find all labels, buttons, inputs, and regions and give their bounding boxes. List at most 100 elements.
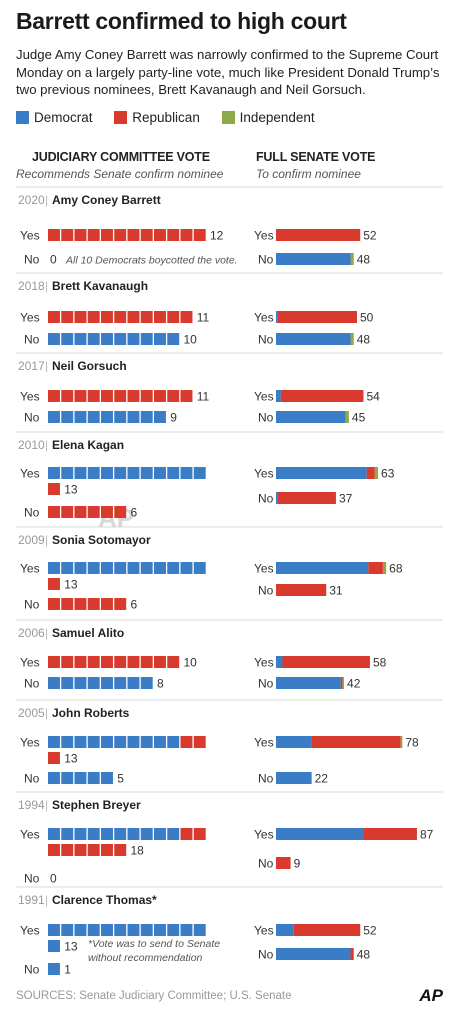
elena-kagan-committee-yes-block <box>61 467 74 479</box>
sonia-sotomayor-committee-yes-block <box>61 562 74 574</box>
senate-no-label: No <box>258 411 274 425</box>
clarence-thomas-committee-yes-block <box>180 924 193 936</box>
stephen-breyer-senate-yes-value: 87 <box>420 828 434 842</box>
neil-gorsuch-committee-yes-value: 11 <box>197 390 210 404</box>
amy-coney-barrett-senate-no-value: 48 <box>357 253 371 267</box>
legend-item-independent: Independent <box>221 110 315 125</box>
sonia-sotomayor-committee-no-value: 6 <box>131 598 138 612</box>
brett-kavanaugh-committee-no-block <box>61 333 74 345</box>
sonia-sotomayor-year: 2009 <box>18 533 45 547</box>
senate-yes-label: Yes <box>254 656 274 670</box>
committee-no-label: No <box>24 677 40 691</box>
neil-gorsuch-senate-no-i-bar <box>345 411 349 423</box>
legend-label-democrat: Democrat <box>34 110 93 125</box>
samuel-alito-committee-no-block <box>127 677 140 689</box>
brett-kavanaugh-senate-no-d-bar <box>276 333 351 345</box>
senate-no-label: No <box>258 948 274 962</box>
john-roberts-committee-yes-block <box>87 736 100 748</box>
clarence-thomas-note-cont: without recommendation <box>88 952 203 964</box>
brett-kavanaugh-committee-yes-block <box>48 311 60 323</box>
john-roberts-committee-yes-block <box>61 736 74 748</box>
brett-kavanaugh-senate-yes-value: 50 <box>360 311 374 325</box>
committee-yes-label: Yes <box>20 924 40 938</box>
john-roberts-committee-no-value: 5 <box>117 772 124 786</box>
elena-kagan-committee-yes-block <box>74 467 87 479</box>
clarence-thomas-committee-yes-block <box>101 924 113 936</box>
stephen-breyer-committee-yes-block <box>74 828 87 840</box>
amy-coney-barrett-name: Amy Coney Barrett <box>52 193 161 207</box>
john-roberts-committee-yes-block <box>48 736 60 748</box>
amy-coney-barrett-committee-yes-block <box>114 229 127 241</box>
neil-gorsuch-committee-no-block <box>101 411 113 423</box>
clarence-thomas-committee-yes-block <box>167 924 180 936</box>
sonia-sotomayor-committee-yes-block <box>48 562 60 574</box>
year-separator: | <box>45 193 48 207</box>
clarence-thomas-committee-yes-block <box>140 924 153 936</box>
sonia-sotomayor-committee-no-block <box>114 598 127 610</box>
samuel-alito-senate-yes-value: 58 <box>373 656 387 670</box>
brett-kavanaugh-committee-no-block <box>87 333 100 345</box>
clarence-thomas-senate-yes-r-bar <box>293 924 361 936</box>
amy-coney-barrett-senate-yes-r-bar <box>276 229 361 241</box>
elena-kagan-committee-yes-block <box>180 467 193 479</box>
amy-coney-barrett-committee-yes-value: 12 <box>210 229 224 243</box>
neil-gorsuch-committee-no-block <box>48 411 60 423</box>
sonia-sotomayor-senate-yes-i-bar <box>382 562 387 574</box>
year-separator: | <box>45 279 48 293</box>
sonia-sotomayor-committee-no-block <box>87 598 100 610</box>
brett-kavanaugh-committee-yes-block <box>61 311 74 323</box>
samuel-alito-committee-yes-block <box>114 656 127 668</box>
sonia-sotomayor-committee-yes-block <box>74 562 87 574</box>
year-separator: | <box>45 706 48 720</box>
clarence-thomas-committee-yes-block <box>114 924 127 936</box>
clarence-thomas-committee-yes-block <box>48 940 60 952</box>
neil-gorsuch-senate-no-d-bar <box>276 411 346 423</box>
sonia-sotomayor-senate-yes-value: 68 <box>389 562 403 576</box>
stephen-breyer-committee-yes-block <box>101 828 113 840</box>
committee-yes-label: Yes <box>20 390 40 404</box>
elena-kagan-committee-no-block <box>87 506 100 518</box>
sonia-sotomayor-committee-yes-value: 13 <box>64 578 78 592</box>
john-roberts-committee-yes-block <box>193 736 206 748</box>
elena-kagan-committee-yes-block <box>114 467 127 479</box>
samuel-alito-senate-no-value: 42 <box>347 677 361 691</box>
brett-kavanaugh-name: Brett Kavanaugh <box>52 279 148 293</box>
brett-kavanaugh-committee-no-block <box>154 333 166 345</box>
stephen-breyer-committee-yes-block <box>140 828 153 840</box>
year-separator: | <box>45 533 48 547</box>
clarence-thomas-senate-no-d-bar <box>276 948 351 960</box>
stephen-breyer-committee-yes-block <box>154 828 166 840</box>
sonia-sotomayor-committee-yes-block <box>180 562 193 574</box>
senate-no-label: No <box>258 772 274 786</box>
brett-kavanaugh-year: 2018 <box>18 279 45 293</box>
samuel-alito-committee-no-block <box>101 677 113 689</box>
samuel-alito-committee-yes-block <box>87 656 100 668</box>
samuel-alito-committee-yes-block <box>101 656 113 668</box>
samuel-alito-senate-no-i-bar <box>342 677 345 689</box>
neil-gorsuch-committee-yes-block <box>127 390 140 402</box>
elena-kagan-senate-yes-i-bar <box>374 467 379 479</box>
stephen-breyer-committee-yes-block <box>87 828 100 840</box>
elena-kagan-senate-yes-value: 63 <box>381 467 395 481</box>
neil-gorsuch-committee-yes-block <box>101 390 113 402</box>
clarence-thomas-committee-yes-block <box>48 924 60 936</box>
john-roberts-senate-yes-r-bar <box>311 736 401 748</box>
neil-gorsuch-committee-no-block <box>154 411 166 423</box>
samuel-alito-senate-yes-d-bar <box>276 656 283 668</box>
stephen-breyer-senate-yes-r-bar <box>363 828 417 840</box>
elena-kagan-year: 2010 <box>18 438 45 452</box>
brett-kavanaugh-committee-yes-block <box>87 311 100 323</box>
elena-kagan-committee-no-block <box>74 506 87 518</box>
elena-kagan-committee-yes-block <box>127 467 140 479</box>
neil-gorsuch-committee-no-block <box>87 411 100 423</box>
committee-no-label: No <box>24 333 40 347</box>
sonia-sotomayor-committee-yes-block <box>87 562 100 574</box>
committee-no-label: No <box>24 411 40 425</box>
stephen-breyer-committee-yes-block <box>61 844 74 856</box>
year-separator: | <box>45 359 48 373</box>
elena-kagan-committee-yes-block <box>140 467 153 479</box>
brett-kavanaugh-senate-yes-r-bar <box>277 311 357 323</box>
committee-no-label: No <box>24 772 40 786</box>
amy-coney-barrett-year: 2020 <box>18 193 45 207</box>
